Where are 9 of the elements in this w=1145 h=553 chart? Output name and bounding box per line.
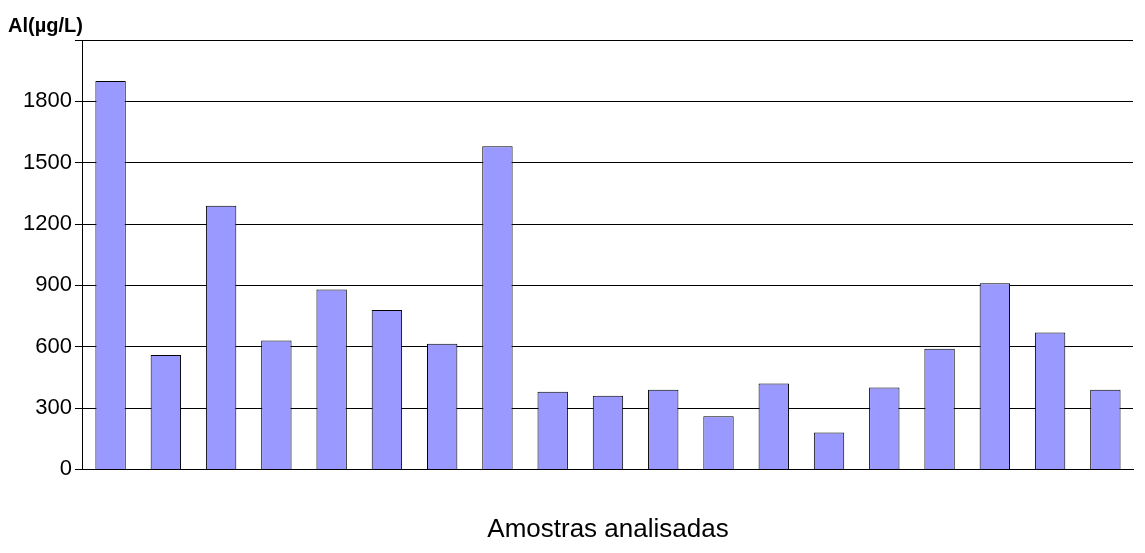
y-tick-label: 0 (59, 455, 72, 481)
x-axis-title: Amostras analisadas (487, 512, 729, 543)
y-axis-title: Al(µg/L) (8, 14, 83, 37)
y-tick-label: 900 (35, 271, 72, 297)
y-tick-label: 1800 (22, 87, 72, 113)
y-tick-label: 300 (35, 394, 72, 420)
y-tick-label: 1500 (22, 148, 72, 174)
y-tick-label: 600 (35, 332, 72, 358)
y-tick-label: 1200 (22, 210, 72, 236)
